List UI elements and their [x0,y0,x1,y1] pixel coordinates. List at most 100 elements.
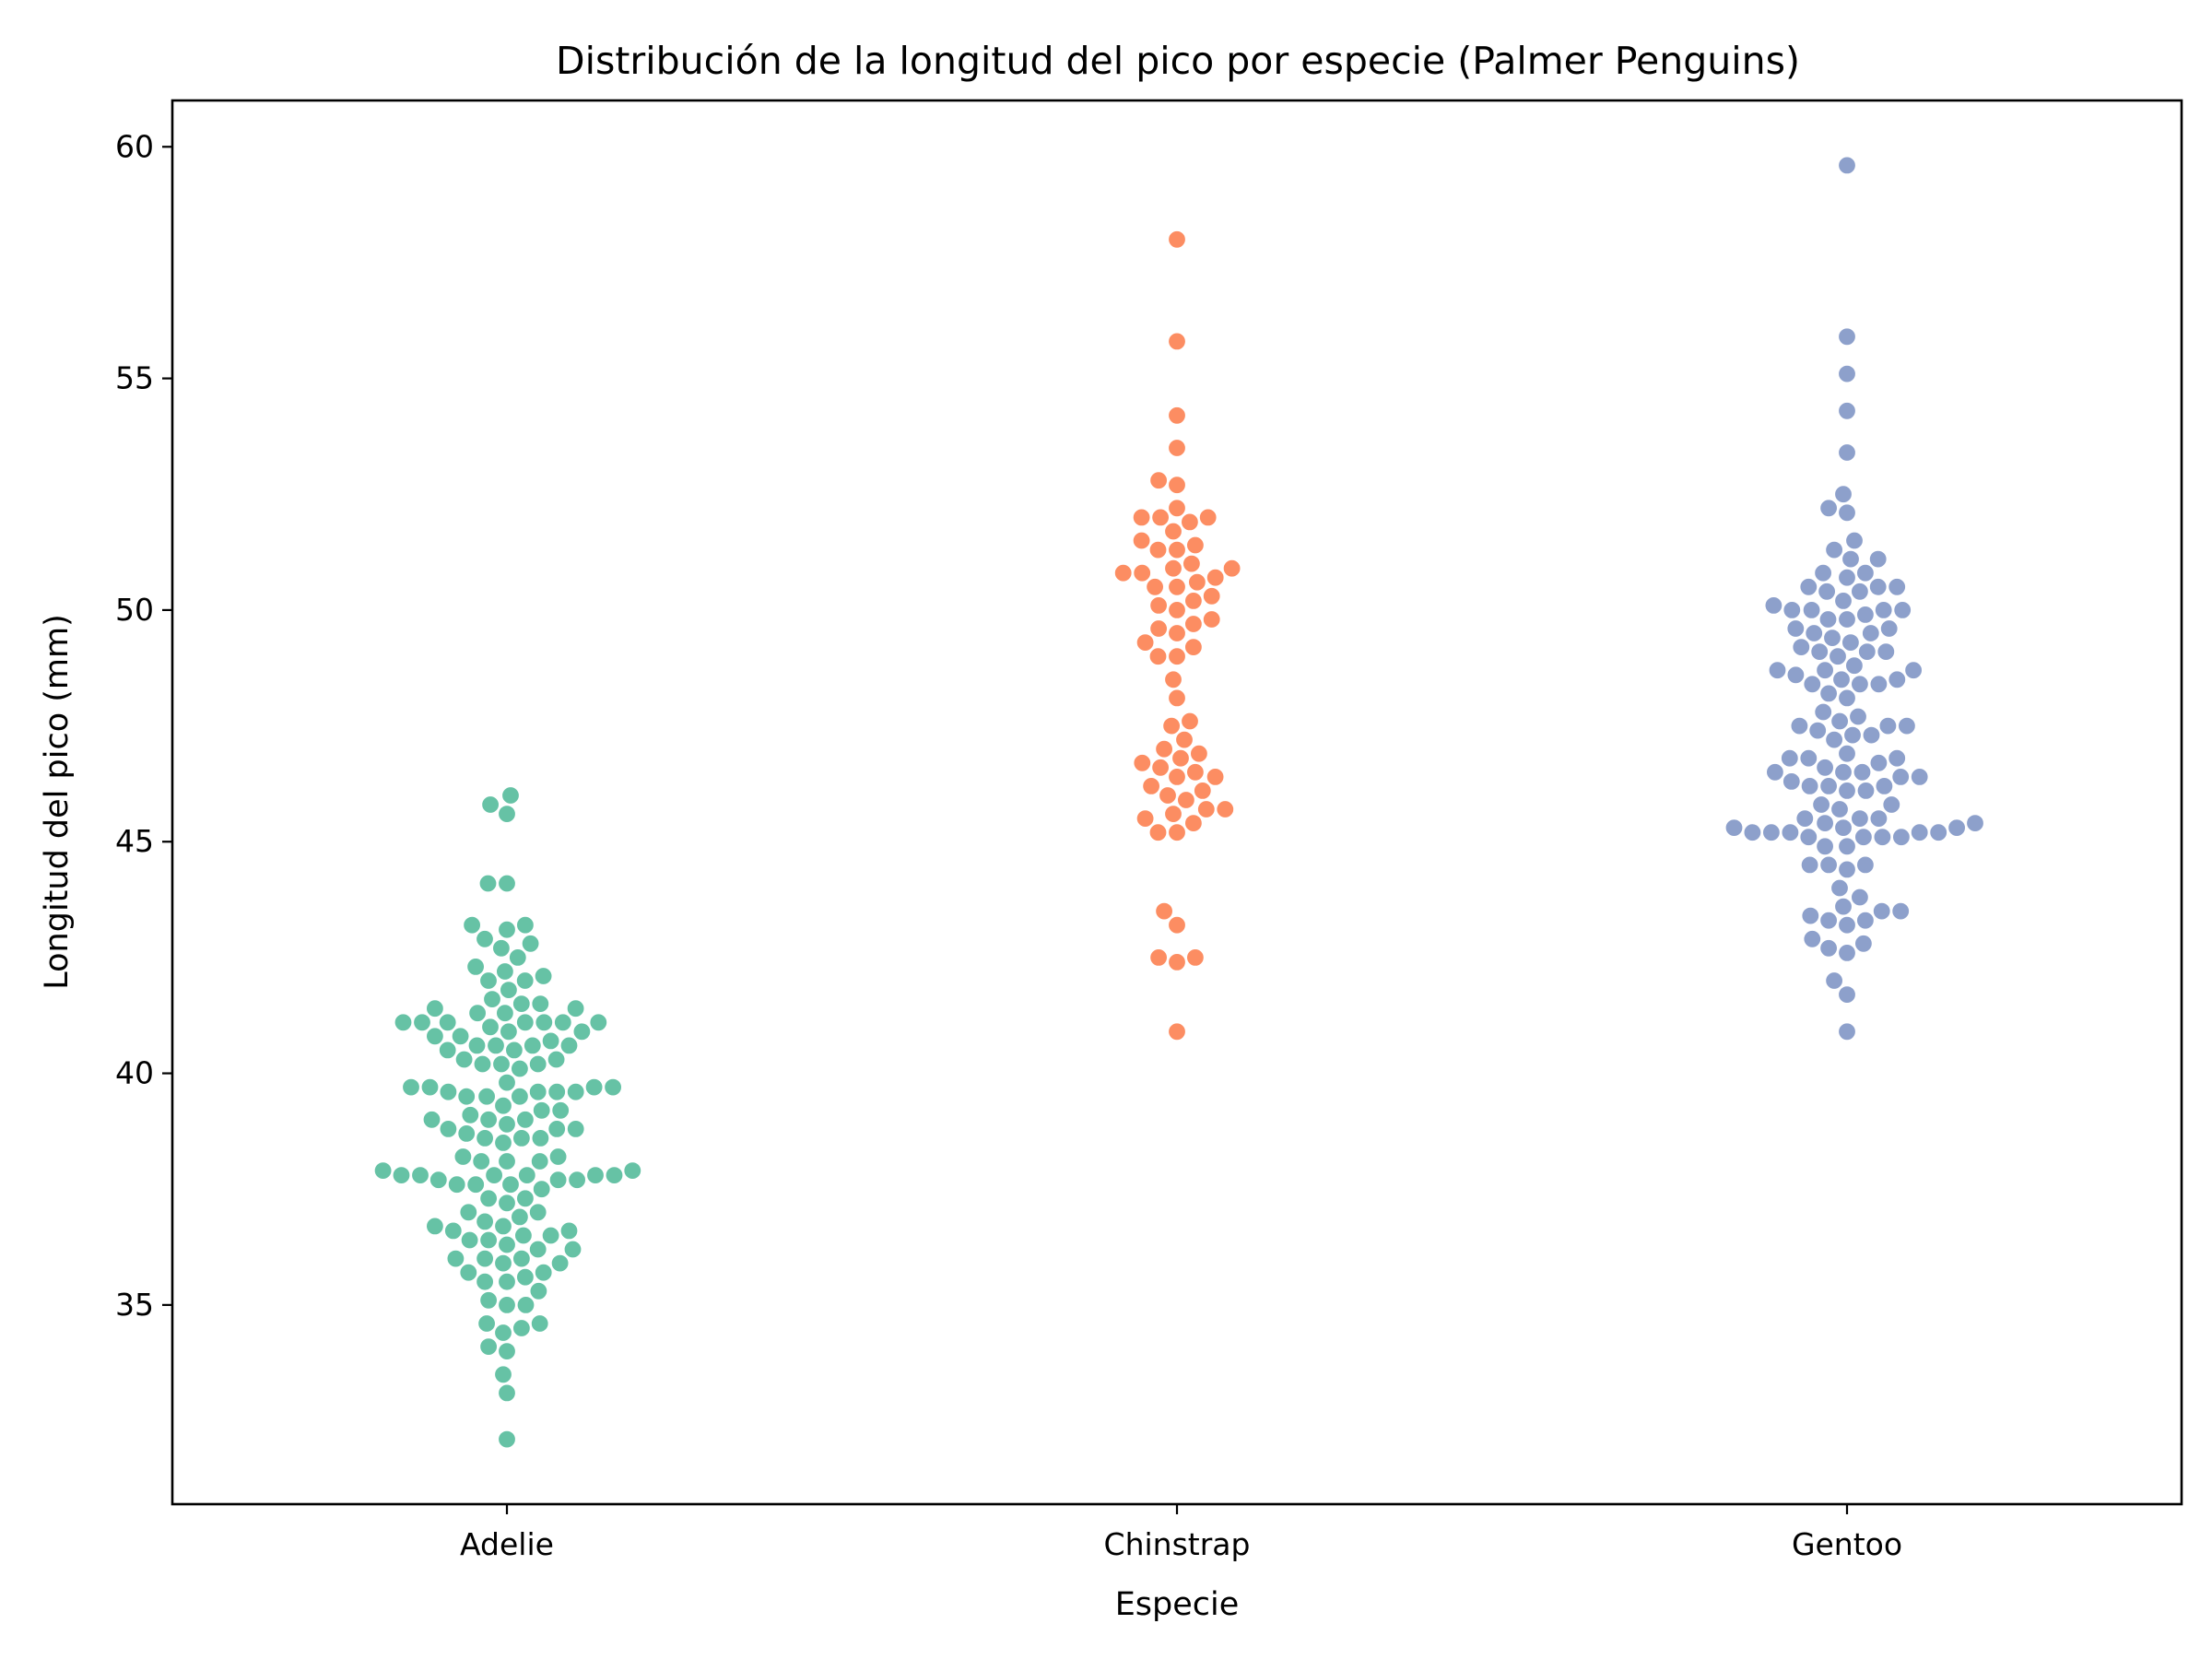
data-point-adelie [530,1151,549,1171]
data-point-gentoo [1874,600,1893,620]
data-point-gentoo [1837,837,1857,856]
data-point-chinstrap [1167,332,1187,351]
data-point-adelie [439,1082,458,1101]
data-point-gentoo [1799,748,1818,768]
data-point-gentoo [1805,623,1824,643]
data-point-gentoo [1830,712,1850,731]
data-point-gentoo [1837,688,1857,708]
data-point-gentoo [1891,901,1911,921]
data-point-adelie [531,994,550,1014]
data-point-adelie [510,1207,530,1227]
data-point-gentoo [1810,641,1830,662]
data-point-adelie [532,1100,551,1120]
data-point-adelie [457,1124,477,1144]
data-point-adelie [497,1430,517,1449]
data-point-adelie [563,1240,582,1259]
data-point-chinstrap [1133,563,1152,582]
data-point-chinstrap [1167,688,1187,708]
data-point-gentoo [1837,568,1857,587]
data-point-gentoo [1837,1022,1857,1041]
data-point-gentoo [1891,767,1911,787]
data-point-gentoo [1965,813,1985,833]
data-point-gentoo [1882,794,1901,815]
data-point-gentoo [1800,855,1819,875]
y-tick-label: 50 [115,592,154,628]
data-point-gentoo [1802,600,1821,620]
data-point-adelie [446,1249,465,1268]
data-point-adelie [493,1096,513,1115]
data-point-chinstrap [1202,586,1221,606]
data-point-chinstrap [1148,471,1169,490]
data-point-chinstrap [1148,823,1168,842]
data-point-adelie [425,1217,444,1236]
data-point-gentoo [1855,605,1876,625]
data-point-adelie [515,1189,535,1208]
data-point-chinstrap [1148,540,1168,559]
data-point-adelie [499,1022,519,1041]
data-point-adelie [484,1165,504,1185]
data-point-adelie [603,1077,623,1097]
data-point-chinstrap [1216,799,1235,819]
data-point-chinstrap [1183,637,1204,657]
data-point-gentoo [1764,595,1783,616]
data-point-gentoo [1813,563,1833,582]
data-point-gentoo [1848,707,1868,726]
data-point-gentoo [1837,503,1857,523]
data-point-gentoo [1803,675,1822,694]
data-point-chinstrap [1206,767,1225,787]
data-point-adelie [491,1054,512,1074]
data-point-gentoo [1879,618,1899,639]
data-point-adelie [425,999,444,1018]
data-point-adelie [528,1240,547,1259]
data-point-adelie [510,1087,530,1106]
data-point-gentoo [1782,771,1801,792]
data-point-adelie [497,1341,517,1361]
data-point-adelie [439,1119,458,1139]
data-point-adelie [447,1175,466,1194]
data-point-gentoo [1795,808,1815,829]
data-point-gentoo [1786,665,1806,685]
data-point-adelie [478,1110,499,1129]
data-point-gentoo [1824,730,1844,749]
data-point-adelie [438,1013,457,1032]
data-point-gentoo [1833,591,1853,611]
data-point-chinstrap [1133,753,1152,772]
data-point-chinstrap [1135,632,1155,653]
data-point-adelie [566,1082,585,1101]
data-point-adelie [530,1313,549,1334]
data-point-chinstrap [1167,823,1187,842]
data-point-adelie [394,1013,413,1032]
data-point-chinstrap [1167,600,1187,620]
data-point-adelie [462,915,482,935]
data-point-chinstrap [1171,748,1191,768]
data-point-adelie [559,1221,579,1241]
data-point-adelie [512,1249,532,1268]
data-point-adelie [531,1128,550,1148]
data-point-gentoo [1815,758,1835,777]
data-point-chinstrap [1167,647,1187,666]
data-point-gentoo [1837,984,1857,1005]
data-point-adelie [475,1249,495,1268]
data-point-adelie [465,957,486,977]
data-point-chinstrap [1187,572,1207,592]
data-point-gentoo [1888,577,1907,596]
data-point-gentoo [1850,888,1870,907]
data-point-adelie [459,1263,478,1282]
data-point-adelie [529,1281,548,1300]
data-point-chinstrap [1135,808,1155,829]
data-point-chinstrap [1174,730,1194,749]
chart-title: Distribución de la longitud del pico por… [556,39,1800,83]
data-point-gentoo [1768,661,1787,680]
data-point-chinstrap [1163,522,1183,541]
data-point-adelie [466,1175,486,1194]
data-point-gentoo [1869,675,1888,694]
data-point-gentoo [1873,828,1892,847]
data-point-gentoo [1799,828,1818,847]
data-point-adelie [493,1253,513,1273]
data-point-gentoo [1783,600,1802,620]
data-point-gentoo [1841,632,1861,653]
data-point-gentoo [1897,716,1916,735]
data-point-gentoo [1815,813,1835,833]
data-point-gentoo [1724,818,1744,838]
data-point-gentoo [1822,628,1842,648]
